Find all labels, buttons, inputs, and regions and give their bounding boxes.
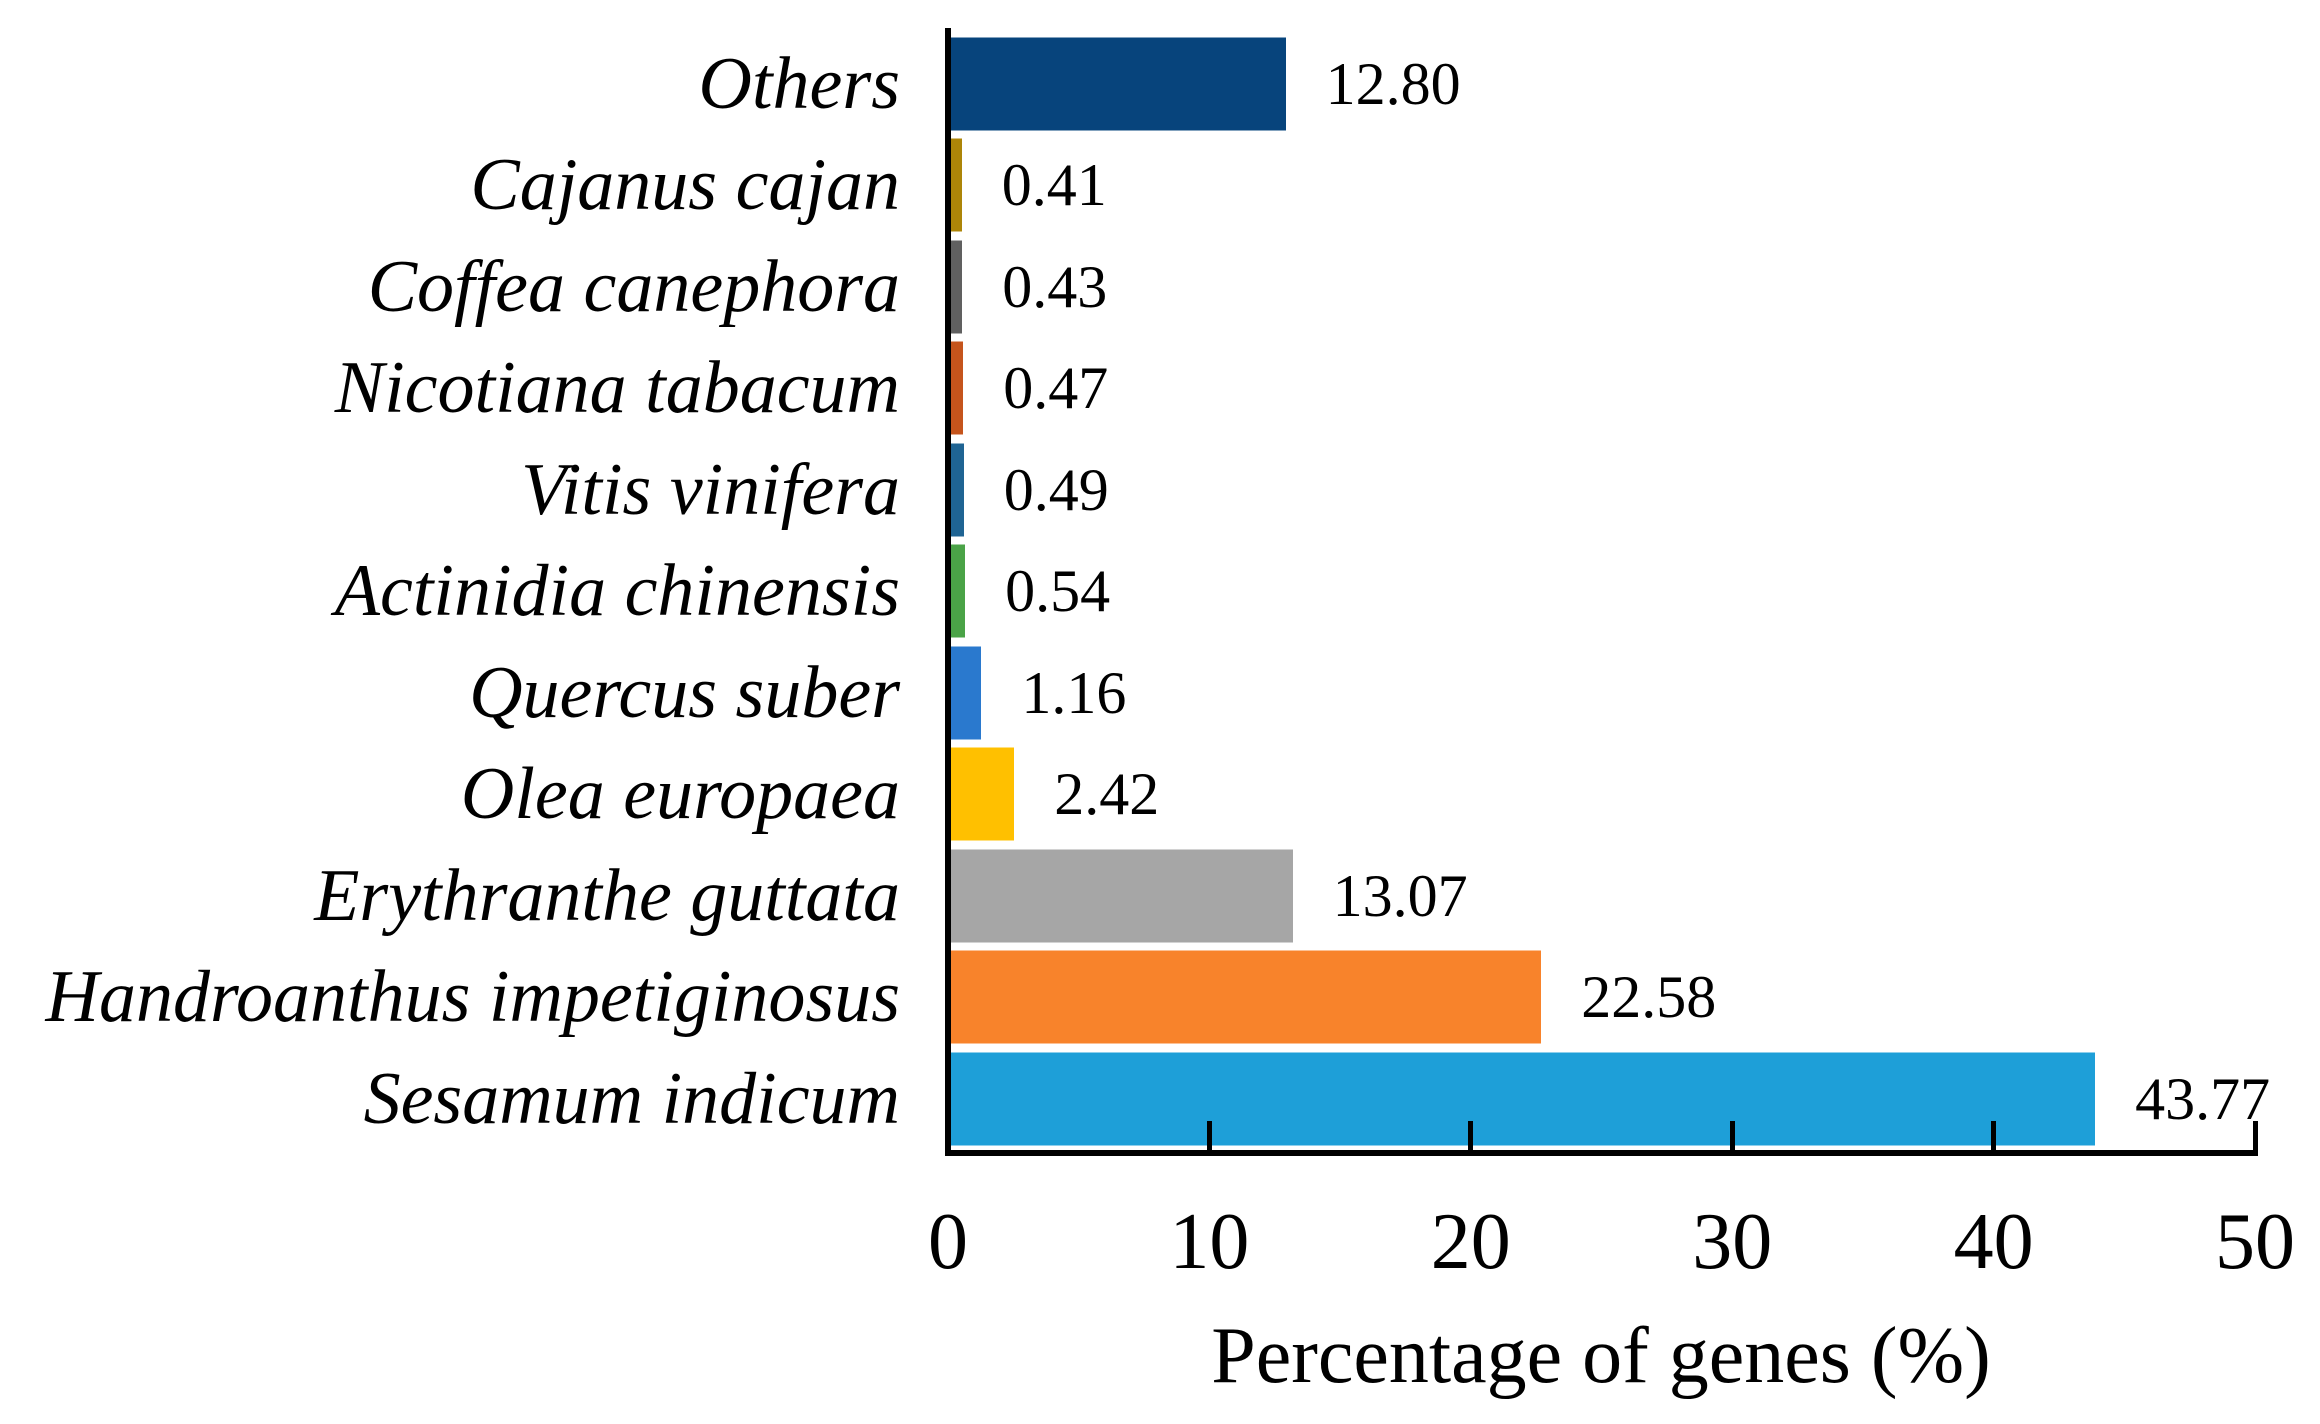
x-axis-title: Percentage of genes (%) [1211,1312,1991,1400]
chart-row: Nicotiana tabacum 0.47 [0,338,2320,440]
category-label: Cajanus cajan [470,144,900,227]
x-axis-tick-label: 20 [1430,1198,1511,1286]
x-axis-tick [2252,1121,2258,1150]
x-axis-tick-label: 10 [1169,1198,1250,1286]
chart-row: Vitis vinifera 0.49 [0,439,2320,541]
value-label: 22.58 [1581,964,1717,1031]
bar [951,849,1293,943]
x-axis-tick [1729,1121,1735,1150]
bar [951,240,963,334]
x-axis-tick-label: 30 [1692,1198,1773,1286]
value-label: 0.47 [1003,355,1109,422]
category-label: Sesamum indicum [363,1057,900,1140]
x-axis-tick-label: 0 [928,1198,968,1286]
y-axis-line [945,28,951,1156]
chart-row: Olea europaea 2.42 [0,744,2320,846]
category-label: Erythranthe guttata [314,854,900,937]
category-label: Nicotiana tabacum [334,347,900,430]
value-label: 0.54 [1005,558,1111,625]
x-axis-tick [1206,1121,1212,1150]
value-label: 0.49 [1003,456,1109,523]
chart-row: Handroanthus impetiginosus 22.58 [0,947,2320,1049]
category-label: Vitis vinifera [521,448,900,531]
x-axis-tick-label: 40 [1953,1198,2034,1286]
x-axis-line [945,1150,2258,1156]
category-label: Others [698,42,900,125]
value-label: 12.80 [1325,50,1461,117]
x-axis-tick [1468,1121,1474,1150]
chart-row: Others 12.80 [0,33,2320,135]
bar [951,138,962,232]
value-label: 13.07 [1332,862,1468,929]
x-axis-tick [1991,1121,1997,1150]
value-label: 43.77 [2135,1065,2271,1132]
bar [951,37,1286,131]
category-label: Olea europaea [460,753,900,836]
bar [951,544,966,638]
chart-row: Sesamum indicum 43.77 [0,1048,2320,1150]
value-label: 0.43 [1002,253,1108,320]
value-label: 1.16 [1021,659,1127,726]
chart-row: Coffea canephora 0.43 [0,236,2320,338]
bar [951,443,964,537]
chart-row: Quercus suber 1.16 [0,642,2320,744]
value-label: 0.41 [1001,152,1107,219]
chart-row: Erythranthe guttata 13.07 [0,845,2320,947]
chart-row: Cajanus cajan 0.41 [0,135,2320,237]
value-label: 2.42 [1054,761,1160,828]
category-label: Handroanthus impetiginosus [45,956,900,1039]
bar [951,747,1015,841]
bar [951,341,964,435]
category-label: Quercus suber [469,651,900,734]
category-label: Actinidia chinensis [334,550,900,633]
category-label: Coffea canephora [367,245,900,328]
bar [951,1052,2096,1146]
bar [951,646,982,740]
chart-row: Actinidia chinensis 0.54 [0,541,2320,643]
bar [951,950,1542,1044]
x-axis-tick-label: 50 [2215,1198,2295,1286]
